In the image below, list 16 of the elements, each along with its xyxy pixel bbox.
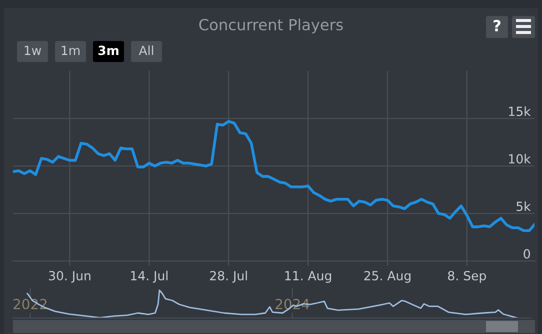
x-tick-label: 28. Jul — [210, 270, 247, 283]
y-tick-label: 10k — [509, 154, 531, 164]
x-tick-label: 8. Sep — [448, 270, 486, 283]
y-tick-label: 5k — [516, 201, 531, 212]
y-tick-label: 0 — [524, 249, 530, 259]
text: 1w — [24, 46, 42, 55]
text: ? — [494, 20, 500, 32]
x-tick-label: 30. Jun — [49, 270, 90, 283]
x-tick-label: 25. Aug — [364, 270, 410, 283]
text: All — [138, 45, 154, 55]
text: 1m — [62, 46, 80, 55]
chart-title: Concurrent Players — [199, 18, 343, 34]
text: 3m — [98, 46, 118, 56]
x-tick-label: 11. Aug — [285, 271, 332, 283]
x-tick-label: 14. Jul — [131, 270, 168, 283]
y-tick-label: 15k — [509, 106, 531, 116]
